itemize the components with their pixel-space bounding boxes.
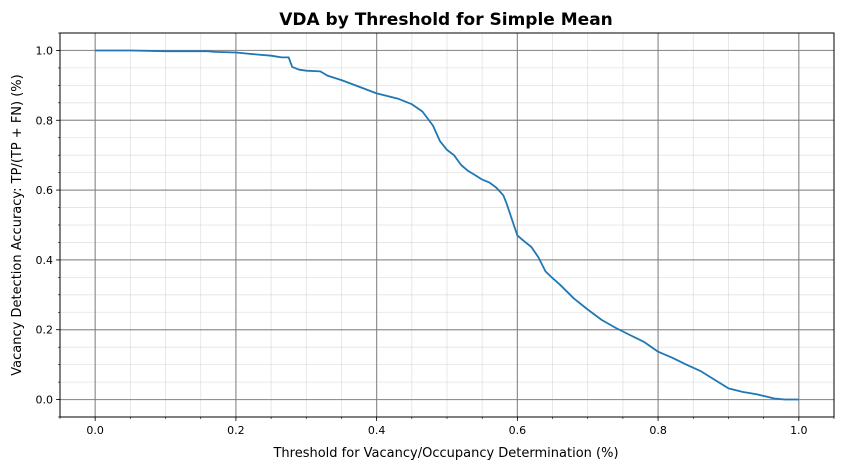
y-axis-label: Vacancy Detection Accuracy: TP/(TP + FN)…: [10, 74, 25, 375]
x-tick-label: 0.0: [86, 424, 104, 437]
y-tick-label: 0.4: [36, 254, 54, 267]
y-tick-label: 0.6: [36, 184, 54, 197]
x-tick-label: 0.2: [227, 424, 245, 437]
x-tick-label: 0.8: [649, 424, 667, 437]
series-layer: [95, 49, 799, 401]
y-tick-label: 0.2: [36, 324, 54, 337]
x-tick-label: 1.0: [790, 424, 808, 437]
y-tick-label: 0.8: [36, 114, 54, 127]
y-tick-label: 0.0: [36, 394, 54, 407]
x-axis-label: Threshold for Vacancy/Occupancy Determin…: [272, 446, 618, 461]
x-axis-ticks: 0.0 0.2 0.4 0.6 0.8 1.0: [59, 417, 835, 437]
x-tick-label: 0.6: [509, 424, 527, 437]
series-line: [95, 49, 799, 401]
y-tick-label: 1.0: [36, 44, 54, 57]
y-axis-ticks: 0.0 0.2 0.4 0.6 0.8 1.0: [36, 32, 60, 418]
chart-title: VDA by Threshold for Simple Mean: [279, 10, 613, 30]
x-tick-label: 0.4: [368, 424, 386, 437]
